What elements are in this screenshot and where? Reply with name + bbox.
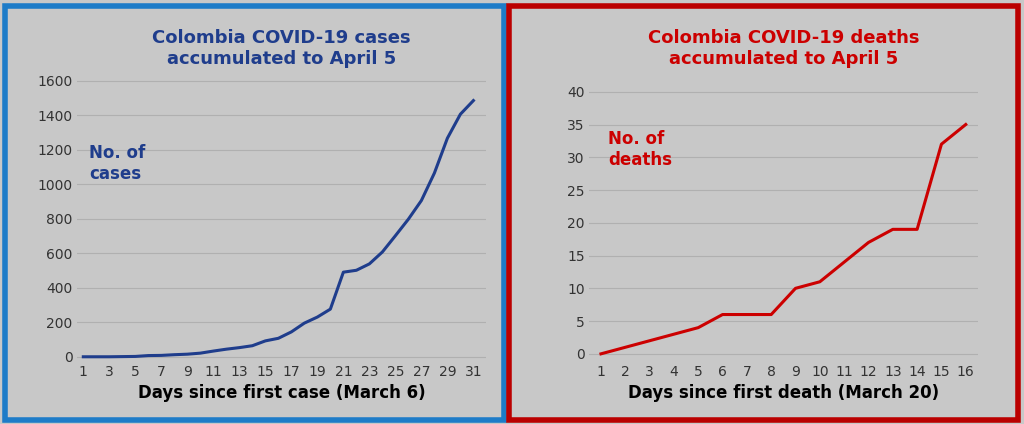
Title: Colombia COVID-19 deaths
accumulated to April 5: Colombia COVID-19 deaths accumulated to … xyxy=(647,29,920,68)
X-axis label: Days since first case (March 6): Days since first case (March 6) xyxy=(138,384,425,402)
Title: Colombia COVID-19 cases
accumulated to April 5: Colombia COVID-19 cases accumulated to A… xyxy=(153,29,411,68)
Text: No. of
deaths: No. of deaths xyxy=(608,130,672,169)
Text: No. of
cases: No. of cases xyxy=(89,144,145,183)
X-axis label: Days since first death (March 20): Days since first death (March 20) xyxy=(628,384,939,402)
